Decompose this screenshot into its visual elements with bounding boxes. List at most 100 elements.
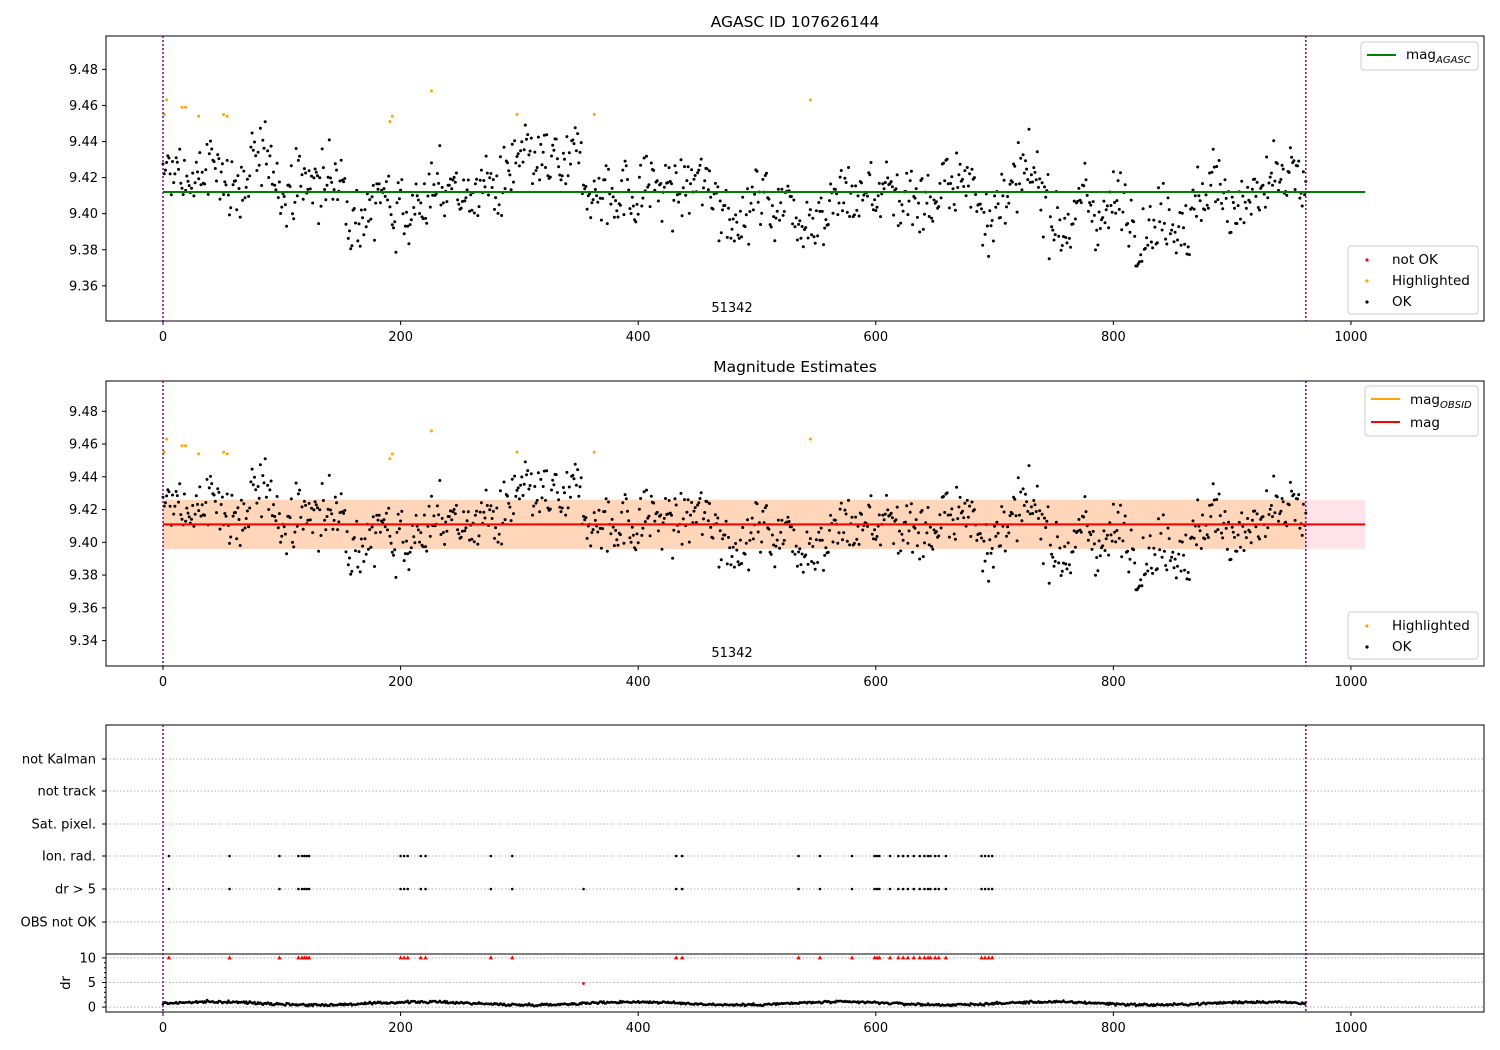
y-tick-label: 9.36 bbox=[69, 279, 98, 294]
ok-point bbox=[988, 209, 992, 213]
ok-point bbox=[536, 471, 540, 475]
ok-point bbox=[630, 525, 634, 529]
ok-point bbox=[795, 238, 799, 242]
ok-point bbox=[1223, 510, 1227, 513]
ok-point bbox=[1173, 230, 1177, 234]
ok-point bbox=[789, 195, 793, 198]
ok-point bbox=[464, 526, 468, 530]
ok-point bbox=[167, 156, 171, 160]
ion-rad-flag-point bbox=[888, 854, 892, 858]
ok-point bbox=[523, 460, 527, 464]
ok-point bbox=[1127, 570, 1131, 574]
ok-point bbox=[767, 197, 771, 201]
ok-point bbox=[541, 150, 545, 154]
ok-point bbox=[397, 527, 401, 531]
ok-point bbox=[304, 503, 308, 507]
ok-point bbox=[1201, 182, 1204, 186]
ok-point bbox=[380, 188, 384, 192]
ok-point bbox=[245, 509, 249, 513]
ok-point bbox=[1157, 186, 1160, 190]
ok-point bbox=[620, 510, 624, 514]
ok-point bbox=[717, 239, 721, 243]
ok-point bbox=[1269, 504, 1273, 507]
ok-point bbox=[528, 149, 532, 153]
ok-point bbox=[760, 540, 764, 544]
ok-point bbox=[1037, 517, 1040, 520]
ok-point bbox=[746, 187, 749, 191]
ok-point bbox=[510, 477, 514, 481]
ok-point bbox=[1161, 181, 1165, 185]
ok-point bbox=[626, 178, 629, 181]
ok-point bbox=[582, 183, 585, 187]
ok-point bbox=[838, 175, 842, 179]
ok-point bbox=[426, 194, 430, 198]
ok-point bbox=[567, 485, 571, 489]
ok-point bbox=[667, 166, 671, 170]
y-tick-label: 9.44 bbox=[69, 470, 98, 485]
ok-point bbox=[249, 145, 253, 149]
ok-point bbox=[621, 168, 625, 172]
ok-point bbox=[1279, 509, 1283, 513]
ok-point bbox=[800, 225, 804, 228]
ok-point bbox=[447, 183, 451, 187]
legend-ok-label: OK bbox=[1392, 294, 1413, 310]
ok-point bbox=[1078, 198, 1082, 202]
ok-point bbox=[401, 540, 405, 544]
ok-point bbox=[596, 200, 600, 204]
ok-point bbox=[759, 550, 762, 554]
ok-point bbox=[261, 474, 265, 478]
ok-point bbox=[1198, 199, 1202, 203]
ok-point bbox=[930, 545, 934, 548]
ok-point bbox=[326, 175, 330, 179]
ok-point bbox=[892, 542, 896, 546]
ok-point bbox=[288, 185, 292, 188]
highlighted-point bbox=[429, 89, 433, 93]
ok-point bbox=[773, 239, 777, 243]
ok-point bbox=[1101, 544, 1105, 548]
ok-point bbox=[836, 213, 840, 217]
ok-point bbox=[761, 177, 765, 181]
ok-point bbox=[826, 223, 830, 226]
dr-gt5-flag-point bbox=[878, 887, 881, 891]
ok-point bbox=[1223, 178, 1227, 182]
highlighted-point bbox=[222, 450, 226, 454]
ok-point bbox=[200, 170, 204, 174]
ion-rad-flag-point bbox=[489, 854, 493, 858]
ok-point bbox=[514, 161, 518, 165]
ok-point bbox=[186, 179, 190, 183]
ok-point bbox=[187, 515, 191, 519]
ok-point bbox=[1148, 205, 1152, 208]
ok-point bbox=[348, 556, 351, 560]
ok-point bbox=[719, 558, 723, 562]
ok-point bbox=[257, 163, 261, 167]
ok-point bbox=[491, 178, 495, 182]
ok-point bbox=[736, 560, 740, 564]
ok-point bbox=[1040, 181, 1044, 185]
ok-point bbox=[698, 497, 702, 500]
ok-point bbox=[400, 509, 404, 513]
ok-point bbox=[934, 200, 938, 204]
ok-point bbox=[763, 174, 767, 177]
ok-point bbox=[820, 209, 824, 213]
ok-point bbox=[904, 520, 907, 524]
ok-point bbox=[338, 511, 342, 515]
ok-point bbox=[346, 563, 350, 567]
legend-mag-agasc-main: mag bbox=[1406, 47, 1436, 63]
ok-point bbox=[1152, 546, 1156, 550]
ok-point bbox=[1170, 555, 1174, 559]
ok-point bbox=[430, 161, 433, 165]
ok-point bbox=[697, 501, 701, 505]
ok-point bbox=[1063, 216, 1067, 220]
ok-point bbox=[361, 216, 365, 220]
ok-point bbox=[789, 525, 793, 529]
dr-capped-marker bbox=[510, 955, 515, 960]
ok-point bbox=[349, 247, 353, 251]
y-tick-label: 9.48 bbox=[69, 405, 98, 420]
ok-point bbox=[723, 533, 727, 537]
ok-point bbox=[731, 545, 735, 549]
ok-point bbox=[1096, 569, 1100, 573]
ok-point bbox=[987, 254, 991, 258]
ok-point bbox=[465, 519, 469, 523]
ok-point bbox=[725, 235, 729, 239]
ok-point bbox=[1193, 194, 1197, 198]
